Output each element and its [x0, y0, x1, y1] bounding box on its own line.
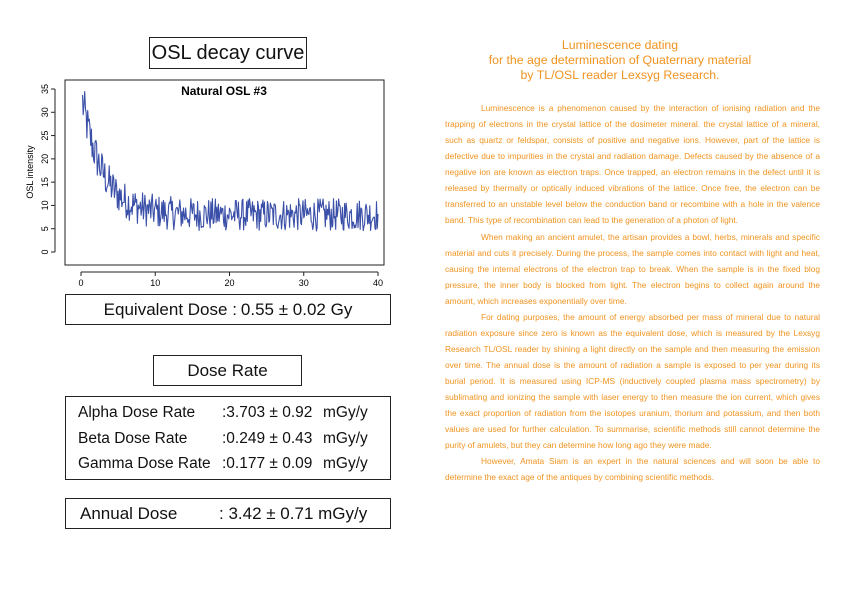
x-tick-label: 20: [224, 278, 234, 288]
annual-dose-label: Annual Dose: [80, 504, 178, 523]
y-tick-label: 30: [40, 107, 50, 117]
beta-dose-rate-label: Beta Dose Rate: [78, 430, 188, 447]
osl-series-line: [81, 91, 379, 232]
x-axis: 0 10 20 30 40: [78, 271, 383, 288]
gamma-dose-rate-unit: mGy/y: [323, 455, 368, 472]
article-title: Luminescence dating for the age determin…: [445, 38, 795, 83]
article-title-line-1: Luminescence dating: [561, 38, 679, 52]
article-paragraph-2: When making an ancient amulet, the artis…: [445, 231, 820, 306]
gamma-dose-rate-label: Gamma Dose Rate: [78, 455, 211, 472]
beta-dose-rate-value: :0.249 ± 0.43: [222, 430, 313, 447]
y-axis: 0 5 10 15 20 25 30 35: [40, 84, 56, 255]
x-tick-label: 10: [150, 278, 160, 288]
dose-rate-title-text: Dose Rate: [187, 360, 268, 380]
y-axis-label: OSL intensity: [25, 145, 35, 199]
y-tick-label: 35: [40, 84, 50, 94]
dose-rate-table: Alpha Dose Rate :3.703 ± 0.92 mGy/y Beta…: [65, 396, 391, 480]
x-tick-label: 40: [373, 278, 383, 288]
alpha-dose-rate-value: :3.703 ± 0.92: [222, 404, 313, 421]
y-tick-label: 25: [40, 131, 50, 141]
article-paragraph-4: However, Amata Siam is an expert in the …: [445, 456, 820, 483]
equivalent-dose-box: Equivalent Dose : 0.55 ± 0.02 Gy: [65, 294, 391, 325]
article-paragraph-3: For dating purposes, the amount of energ…: [445, 311, 820, 451]
article-title-line-2: for the age determination of Quaternary …: [488, 53, 752, 67]
y-tick-label: 5: [40, 226, 50, 231]
osl-decay-curve-title: OSL decay curve: [149, 37, 307, 69]
article-paragraph-1: Luminescence is a phenomenon caused by t…: [445, 103, 820, 226]
annual-dose-value: : 3.42 ± 0.71 mGy/y: [219, 504, 368, 523]
annual-dose-box: Annual Dose : 3.42 ± 0.71 mGy/y: [65, 498, 391, 529]
gamma-dose-rate-value: :0.177 ± 0.09: [222, 455, 313, 472]
beta-dose-rate-unit: mGy/y: [323, 430, 368, 447]
x-tick-label: 0: [78, 278, 83, 288]
alpha-dose-rate-label: Alpha Dose Rate: [78, 404, 196, 421]
y-tick-label: 10: [40, 200, 50, 210]
y-tick-label: 15: [40, 177, 50, 187]
dose-rate-title: Dose Rate: [153, 355, 302, 386]
plot-frame: [64, 79, 385, 266]
osl-decay-curve-title-text: OSL decay curve: [151, 41, 305, 64]
x-tick-label: 30: [299, 278, 309, 288]
article-title-line-3: by TL/OSL reader Lexsyg Research.: [520, 68, 720, 82]
equivalent-dose-label: Equivalent Dose :: [103, 299, 237, 319]
alpha-dose-rate-unit: mGy/y: [323, 404, 368, 421]
article-body: Luminescence is a phenomenon caused by t…: [445, 100, 820, 486]
chart-title: Natural OSL #3: [181, 84, 267, 98]
equivalent-dose-value: 0.55 ± 0.02 Gy: [240, 299, 353, 319]
y-tick-label: 20: [40, 154, 50, 164]
y-tick-label: 0: [40, 249, 50, 254]
